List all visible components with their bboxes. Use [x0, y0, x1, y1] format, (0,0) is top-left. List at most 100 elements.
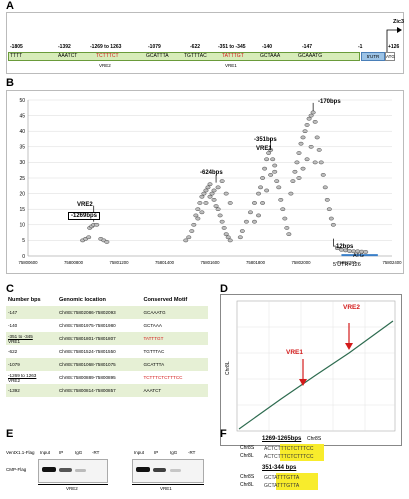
- anno-351: -351bps: [254, 137, 277, 143]
- group-vre1: VRE1: [160, 486, 172, 491]
- table-row: -1392 Chr8S:75800814-75800857 AAATCT: [6, 384, 208, 397]
- col-header-location: Genomic location: [58, 297, 106, 303]
- scatter-point: [227, 201, 233, 205]
- scatter-point: [308, 113, 314, 118]
- scatter-point: [326, 207, 332, 212]
- scatter-point: [363, 250, 369, 254]
- cell-location: Chr8S:75801801-75801807: [56, 332, 142, 345]
- y-tick-label: 50: [19, 98, 25, 104]
- cell-location: Chr8S:75801068-75801075: [56, 358, 142, 371]
- vre2-underline: [38, 484, 108, 485]
- scatter-point: [320, 173, 326, 177]
- x-tick-label: 75800800: [64, 260, 84, 265]
- alignment-glyphs: ACTCTTTCTCTTTCC ACTCTTTCTCTTTCC: [264, 444, 324, 461]
- x-tick-label: 75802200: [337, 260, 357, 265]
- scatter-point: [258, 185, 264, 190]
- lane-rt: -RT: [188, 450, 196, 455]
- scatter-point: [203, 188, 209, 193]
- scatter-point: [302, 129, 308, 134]
- chip-gel-panel: VentX1.1-Flag CMP-Flag Input IP IgG -RT …: [4, 439, 216, 493]
- cell-location: Chr8S:75801975-75801980: [58, 323, 116, 328]
- scatter-point: [199, 194, 205, 199]
- scatter-point: [310, 110, 316, 115]
- scatter-point: [324, 197, 330, 202]
- anno-624: -624bps: [200, 170, 223, 176]
- scatter-point: [284, 226, 290, 230]
- y-tick-label: 25: [19, 176, 25, 182]
- scatter-point: [186, 235, 192, 240]
- scatter-point: [189, 229, 195, 233]
- y-tick-label: 5: [22, 238, 25, 244]
- f-title-1: 1269-1265bps: [262, 436, 302, 442]
- cell-bps: -622: [8, 349, 18, 354]
- cell-location: Chr8S:75802086-75802093: [56, 306, 142, 319]
- y-tick-label: 35: [19, 145, 25, 151]
- scatter-chart: 0 5 10 15 20 25 30 35 40 45 50 75800600 75800800 7580…: [18, 98, 402, 265]
- scatter-point: [306, 116, 312, 121]
- lane-igg: IgG: [170, 450, 178, 455]
- table-header-row: Number bps Genomic location Conserved Mo…: [6, 294, 208, 306]
- table-row: -1079 Chr8S:75801068-75801075 GCATTTA: [6, 358, 208, 371]
- y-tick-label: 30: [19, 160, 25, 166]
- band: [170, 469, 181, 472]
- y-tick-label: 0: [22, 254, 25, 260]
- scatter-point: [193, 213, 199, 218]
- motif-8: GCAAATG: [298, 53, 323, 59]
- scatter-point: [215, 185, 221, 190]
- motif-table: Number bps Genomic location Conserved Mo…: [6, 294, 208, 397]
- cell-location: Chr8S:75800814-75800857: [56, 384, 142, 397]
- scatter-point: [298, 141, 304, 146]
- gel-vre1: [132, 459, 204, 483]
- motif-2: AAATCT: [58, 53, 78, 59]
- gene-label: Zic3: [393, 19, 405, 25]
- pos-140: -140: [262, 44, 273, 50]
- y-tick-label: 15: [19, 207, 25, 213]
- scatter-point: [223, 232, 229, 237]
- anno-atg: ATG: [353, 253, 364, 259]
- scatter-point: [225, 235, 231, 240]
- table-row: -147 Chr8S:75802086-75802093 GCAAATG: [6, 306, 208, 319]
- cell-motif: GCTAAA: [143, 323, 162, 328]
- group-vre2: VRE2: [66, 486, 78, 491]
- utr-box: 5'UTR: [361, 52, 385, 61]
- promoter-bar: [8, 52, 360, 61]
- motif-5: TGTTTAC: [184, 53, 207, 59]
- scatter-point: [330, 222, 336, 227]
- table-row: -140 Chr8S:75801975-75801980 GCTAAA: [6, 319, 208, 332]
- dotplot-xlabel: Chr8S: [307, 436, 322, 442]
- scatter-point: [282, 216, 288, 221]
- scatter-point: [264, 188, 270, 193]
- scatter-point: [304, 123, 310, 127]
- scatter-point: [292, 169, 298, 174]
- scatter-point: [221, 226, 227, 230]
- scatter-point: [300, 166, 306, 171]
- f-row-label: Chr8L: [240, 482, 254, 488]
- scatter-point: [312, 160, 318, 165]
- scatter-point: [312, 119, 318, 124]
- scatter-panel: [6, 90, 404, 274]
- y-tick-label: 40: [19, 129, 25, 135]
- lane-ip: IP: [59, 450, 64, 455]
- vre2-label-d: VRE2: [343, 304, 360, 311]
- motif-4: GCATTTA: [146, 53, 169, 59]
- lane-ip: IP: [154, 450, 159, 455]
- svg-text:GCTATTTGTTA: GCTATTTGTTA: [264, 483, 300, 489]
- scatter-point: [300, 135, 306, 140]
- cmp-flag-label: CMP-Flag: [6, 467, 27, 472]
- scatter-point: [94, 222, 100, 227]
- scatter-point: [252, 201, 257, 205]
- scatter-point: [304, 157, 310, 162]
- cell-bps: -351 to -345 VRE1: [6, 332, 57, 345]
- y-tick-label: 10: [19, 223, 25, 229]
- cell-motif: TCTTTCTCTTTCC: [143, 375, 183, 380]
- cell-motif: GCAAATG: [141, 306, 208, 319]
- cell-bps: -1392: [6, 384, 57, 397]
- col-header-bps: Number bps: [8, 297, 41, 303]
- scatter-point: [211, 197, 217, 202]
- scatter-point: [199, 210, 205, 215]
- band: [75, 469, 86, 472]
- scatter-point: [262, 166, 268, 171]
- cell-motif: GCATTTA: [141, 358, 208, 371]
- scatter-point: [227, 238, 233, 243]
- dotplot-panel: Chr8L Chr8S: [220, 294, 402, 446]
